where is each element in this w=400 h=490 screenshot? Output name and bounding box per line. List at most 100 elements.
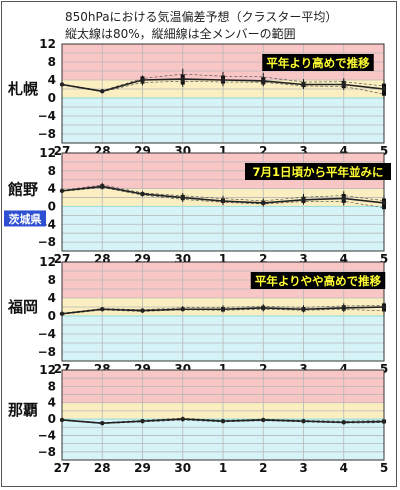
series-point: [100, 307, 105, 312]
y-tick-label: 8: [48, 379, 56, 393]
series-point: [180, 195, 185, 200]
y-tick-label: −4: [38, 428, 56, 442]
series-point: [220, 77, 226, 83]
series-point: [301, 307, 306, 312]
series-point: [301, 82, 306, 87]
y-tick-label: 8: [48, 164, 56, 178]
series-point: [261, 200, 266, 206]
y-tick-label: −8: [38, 127, 56, 141]
x-tick-label: 3: [299, 461, 307, 475]
series-point: [381, 304, 387, 310]
chart-subtitle: 縦太線は80%，縦細線は全メンバーの範囲: [65, 27, 296, 41]
y-tick-label: 0: [48, 412, 56, 426]
annotation-bg: [250, 272, 386, 289]
x-tick-label: 5: [380, 362, 388, 376]
x-tick-label: 3: [299, 144, 307, 158]
annotation-text: 7月1日頃から平年並みに: [252, 165, 383, 179]
x-tick-label: 3: [299, 252, 307, 266]
series-point: [341, 196, 346, 201]
series-point: [341, 82, 346, 87]
x-tick-label: 5: [380, 144, 388, 158]
series-point: [100, 420, 105, 426]
x-tick-label: 1: [219, 144, 227, 158]
station-label: 那覇: [8, 401, 38, 419]
y-tick-label: 12: [39, 37, 56, 51]
x-tick-label: 27: [54, 461, 71, 475]
y-tick-label: 4: [48, 291, 56, 305]
x-tick-label: 3: [299, 362, 307, 376]
series-point: [381, 200, 387, 206]
x-tick-label: 4: [340, 461, 348, 475]
y-tick-label: 12: [39, 255, 56, 269]
annotation-text: 平年より高めで推移: [266, 56, 370, 70]
y-tick-label: 0: [48, 199, 56, 213]
y-tick-label: 12: [39, 146, 56, 160]
series-point: [341, 305, 346, 311]
x-tick-label: 2: [259, 461, 267, 475]
series-point: [341, 420, 346, 425]
y-tick-label: −8: [38, 445, 56, 459]
x-tick-label: 29: [134, 461, 151, 475]
y-tick-label: 12: [39, 363, 56, 377]
y-tick-label: −8: [38, 345, 56, 359]
series-point: [140, 308, 145, 313]
y-tick-label: −4: [38, 327, 56, 341]
series-point: [301, 418, 306, 424]
x-tick-label: 28: [94, 461, 111, 475]
series-point: [59, 417, 65, 423]
series-point: [220, 198, 226, 204]
station-label: 札幌: [7, 80, 38, 98]
series-point: [261, 78, 266, 84]
y-tick-label: 4: [48, 396, 56, 410]
series-point: [59, 82, 65, 87]
x-tick-label: 30: [174, 461, 191, 475]
y-tick-label: 0: [48, 91, 56, 105]
annotation-text: 平年よりやや高めで推移: [255, 274, 382, 288]
series-point: [140, 191, 145, 197]
series-point: [59, 311, 65, 316]
series-point: [261, 305, 266, 311]
series-point: [59, 188, 65, 194]
series-point: [220, 418, 226, 424]
x-tick-label: 5: [380, 461, 388, 475]
y-tick-label: 8: [48, 273, 56, 287]
region-tag-bg: [4, 210, 46, 227]
series-point: [180, 416, 185, 422]
x-tick-label: 2: [259, 144, 267, 158]
x-tick-label: 5: [380, 252, 388, 266]
series-point: [140, 77, 145, 83]
member-line: [61, 184, 385, 202]
station-label: 館野: [7, 180, 38, 198]
x-tick-label: 1: [219, 461, 227, 475]
series-point: [261, 417, 266, 423]
y-tick-label: 8: [48, 55, 56, 69]
x-tick-label: 2: [259, 362, 267, 376]
x-tick-label: 4: [340, 362, 348, 376]
x-tick-label: 1: [219, 362, 227, 376]
series-point: [140, 418, 145, 424]
x-tick-label: 1: [219, 252, 227, 266]
annotation-bg: [262, 54, 374, 71]
y-tick-label: 0: [48, 309, 56, 323]
annotation-bg: [245, 163, 391, 180]
series-point: [381, 419, 387, 424]
series-point: [100, 89, 105, 94]
region-tag: 茨城県: [9, 212, 42, 226]
x-tick-label: 2: [259, 252, 267, 266]
series-point: [381, 86, 387, 92]
panel-border: [61, 369, 385, 461]
series-point: [220, 307, 226, 312]
x-tick-label: 4: [340, 252, 348, 266]
member-line: [61, 73, 385, 92]
y-tick-label: −4: [38, 109, 56, 123]
series-point: [100, 184, 105, 189]
series-point: [301, 197, 306, 202]
chart-title: 850hPaにおける気温偏差予想（クラスター平均）: [65, 10, 338, 24]
series-point: [180, 76, 185, 82]
y-tick-label: 4: [48, 73, 56, 87]
